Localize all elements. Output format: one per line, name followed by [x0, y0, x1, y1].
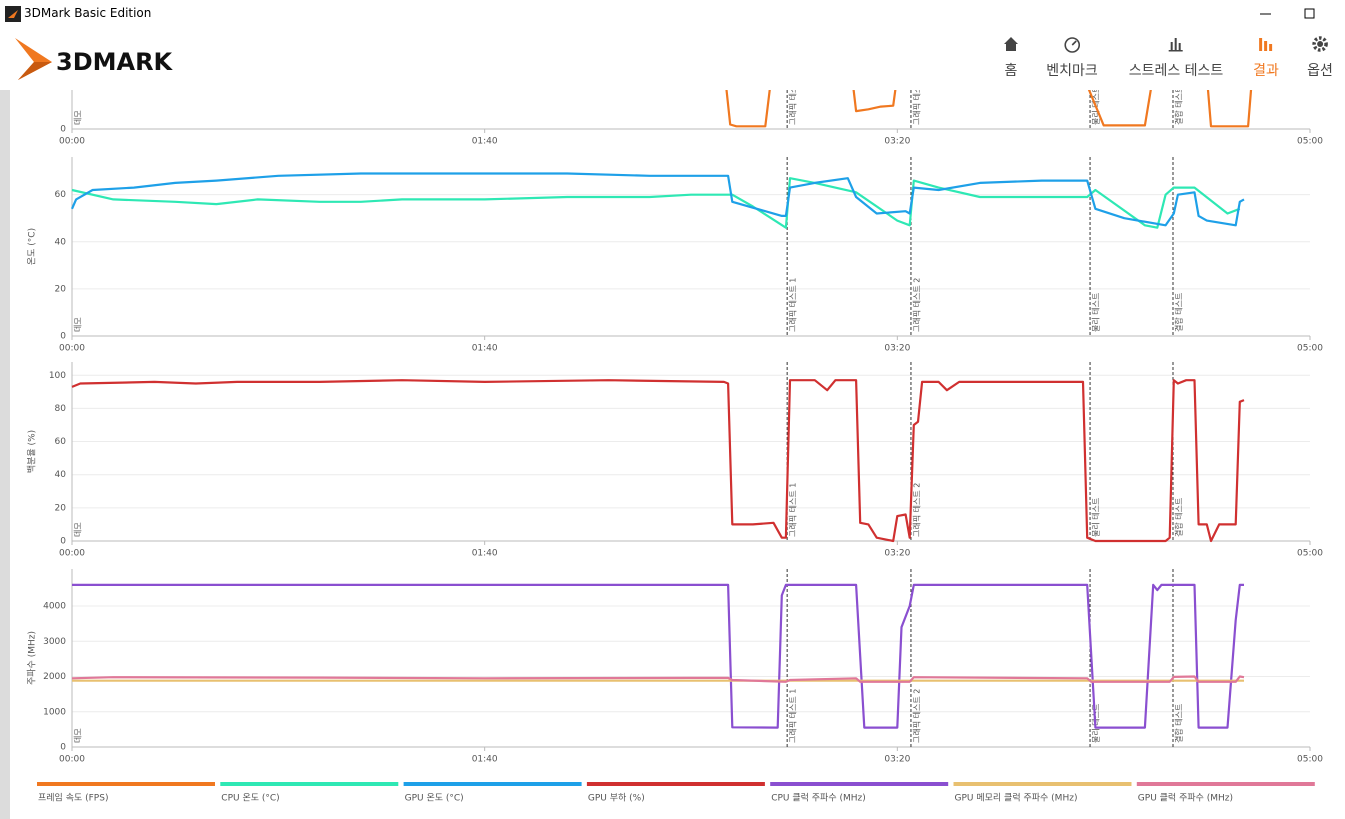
- legend-label: GPU 온도 (°C): [405, 793, 464, 804]
- nav-item[interactable]: 결과: [1253, 34, 1279, 80]
- y-tick-label: 20: [55, 284, 67, 294]
- legend-swatch: [403, 782, 582, 786]
- legend-swatch: [586, 782, 765, 786]
- nav-item[interactable]: 벤치마크: [1046, 34, 1098, 80]
- y-axis-title: 주파수 (MHz): [27, 631, 38, 685]
- y-tick-label: 60: [55, 437, 67, 447]
- y-tick-label: 80: [55, 404, 67, 414]
- series-line: [70, 172, 1245, 227]
- legend-swatch: [1136, 782, 1315, 786]
- x-tick-label: 01:40: [472, 549, 498, 559]
- nav-item[interactable]: 스트레스 테스트: [1128, 34, 1224, 80]
- x-tick-label: 05:00: [1297, 344, 1323, 354]
- legend-swatch: [770, 782, 949, 786]
- test-marker-label: 물리 테스트: [1092, 293, 1101, 332]
- y-tick-label: 100: [49, 371, 66, 381]
- nav-label: 옵션: [1307, 63, 1333, 79]
- y-tick-label: 0: [60, 125, 66, 135]
- test-marker-label: 그래픽 테스트 2: [911, 689, 921, 743]
- legend-label: GPU 클럭 주파수 (MHz): [1138, 792, 1233, 804]
- app-icon: [5, 6, 21, 22]
- test-marker-label: 그래픽 테스트 1: [788, 278, 798, 332]
- nav-icon: [1004, 37, 1018, 51]
- y-tick-label: 2000: [43, 672, 66, 682]
- window-controls[interactable]: [1250, 0, 1340, 28]
- test-marker-label: 결합 테스트: [1173, 704, 1183, 743]
- test-marker-label: 결합 테스트: [1173, 90, 1183, 125]
- x-tick-label: 03:20: [884, 137, 910, 147]
- x-tick-label: 01:40: [472, 755, 498, 765]
- test-marker-label: 그래픽 테스트 1: [788, 483, 798, 537]
- nav-icon: [1312, 36, 1328, 52]
- nav-label: 홈: [1004, 63, 1018, 79]
- scrollbar[interactable]: [0, 90, 10, 819]
- nav-label: 벤치마크: [1046, 63, 1098, 79]
- legend-label: CPU 온도 (°C): [221, 793, 279, 804]
- test-marker-label: 그래픽 테스트 2: [911, 278, 921, 332]
- test-marker-label: 데모: [74, 728, 83, 743]
- legend-label: GPU 부하 (%): [588, 793, 645, 804]
- y-tick-label: 40: [55, 470, 67, 480]
- test-marker-label: 데모: [74, 110, 83, 125]
- logo-text: 3DMARK: [56, 48, 174, 76]
- x-tick-label: 05:00: [1297, 755, 1323, 765]
- app-header: 3DMARK 홈 벤치마크 스트레스 테스트 결과 옵션: [0, 28, 1345, 90]
- nav-item[interactable]: 홈: [1001, 34, 1021, 80]
- x-tick-label: 01:40: [472, 344, 498, 354]
- series-line: [71, 177, 1241, 229]
- y-tick-label: 4000: [43, 602, 66, 612]
- y-tick-label: 1000: [43, 707, 66, 717]
- legend-label: CPU 클럭 주파수 (MHz): [771, 792, 866, 804]
- x-tick-label: 05:00: [1297, 549, 1323, 559]
- legend-label: 프레임 속도 (FPS): [38, 792, 108, 804]
- x-tick-label: 00:00: [59, 549, 85, 559]
- series-line: [72, 583, 1244, 729]
- logo[interactable]: 3DMARK: [10, 32, 230, 92]
- nav-icon: [1258, 38, 1272, 51]
- x-tick-label: 03:20: [884, 344, 910, 354]
- series-line: [725, 90, 1253, 128]
- x-tick-label: 03:20: [884, 549, 910, 559]
- y-tick-label: 0: [60, 537, 66, 547]
- y-tick-label: 0: [60, 332, 66, 342]
- series-line: [71, 675, 1245, 683]
- test-marker-label: 데모: [74, 522, 83, 537]
- x-tick-label: 03:20: [884, 755, 910, 765]
- y-tick-label: 60: [55, 190, 67, 200]
- x-tick-label: 05:00: [1297, 137, 1323, 147]
- nav-label: 스트레스 테스트: [1128, 63, 1224, 79]
- legend-swatch: [220, 782, 399, 786]
- x-tick-label: 00:00: [59, 137, 85, 147]
- test-marker-label: 그래픽 테스트 2: [911, 90, 921, 125]
- nav-icon: [1064, 37, 1080, 53]
- y-tick-label: 3000: [43, 637, 66, 647]
- x-tick-label: 00:00: [59, 344, 85, 354]
- title-bar: 3DMark Basic Edition: [0, 0, 1345, 28]
- test-marker-label: 그래픽 테스트 1: [788, 689, 798, 743]
- test-marker-label: 그래픽 테스트 2: [911, 483, 921, 537]
- legend-swatch: [953, 782, 1132, 786]
- test-marker-label: 결합 테스트: [1173, 293, 1183, 332]
- y-axis-title: 온도 (°C): [27, 228, 38, 265]
- window-title: 3DMark Basic Edition: [24, 6, 152, 20]
- y-tick-label: 0: [60, 743, 66, 753]
- legend-label: GPU 메모리 클럭 주파수 (MHz): [955, 792, 1078, 804]
- test-marker-label: 그래픽 테스트 1: [788, 90, 798, 125]
- nav-icon: [1169, 38, 1183, 52]
- series-line: [71, 379, 1245, 543]
- y-tick-label: 20: [55, 503, 67, 513]
- test-marker-label: 결합 테스트: [1173, 498, 1183, 537]
- x-tick-label: 01:40: [472, 137, 498, 147]
- y-axis-title: 백분율 (%): [27, 430, 38, 473]
- x-tick-label: 00:00: [59, 755, 85, 765]
- test-marker-label: 데모: [74, 317, 83, 332]
- nav-item[interactable]: 옵션: [1307, 34, 1333, 80]
- legend-swatch: [37, 782, 215, 786]
- test-marker-label: 물리 테스트: [1092, 498, 1101, 537]
- nav-label: 결과: [1253, 63, 1279, 79]
- y-tick-label: 40: [55, 237, 67, 247]
